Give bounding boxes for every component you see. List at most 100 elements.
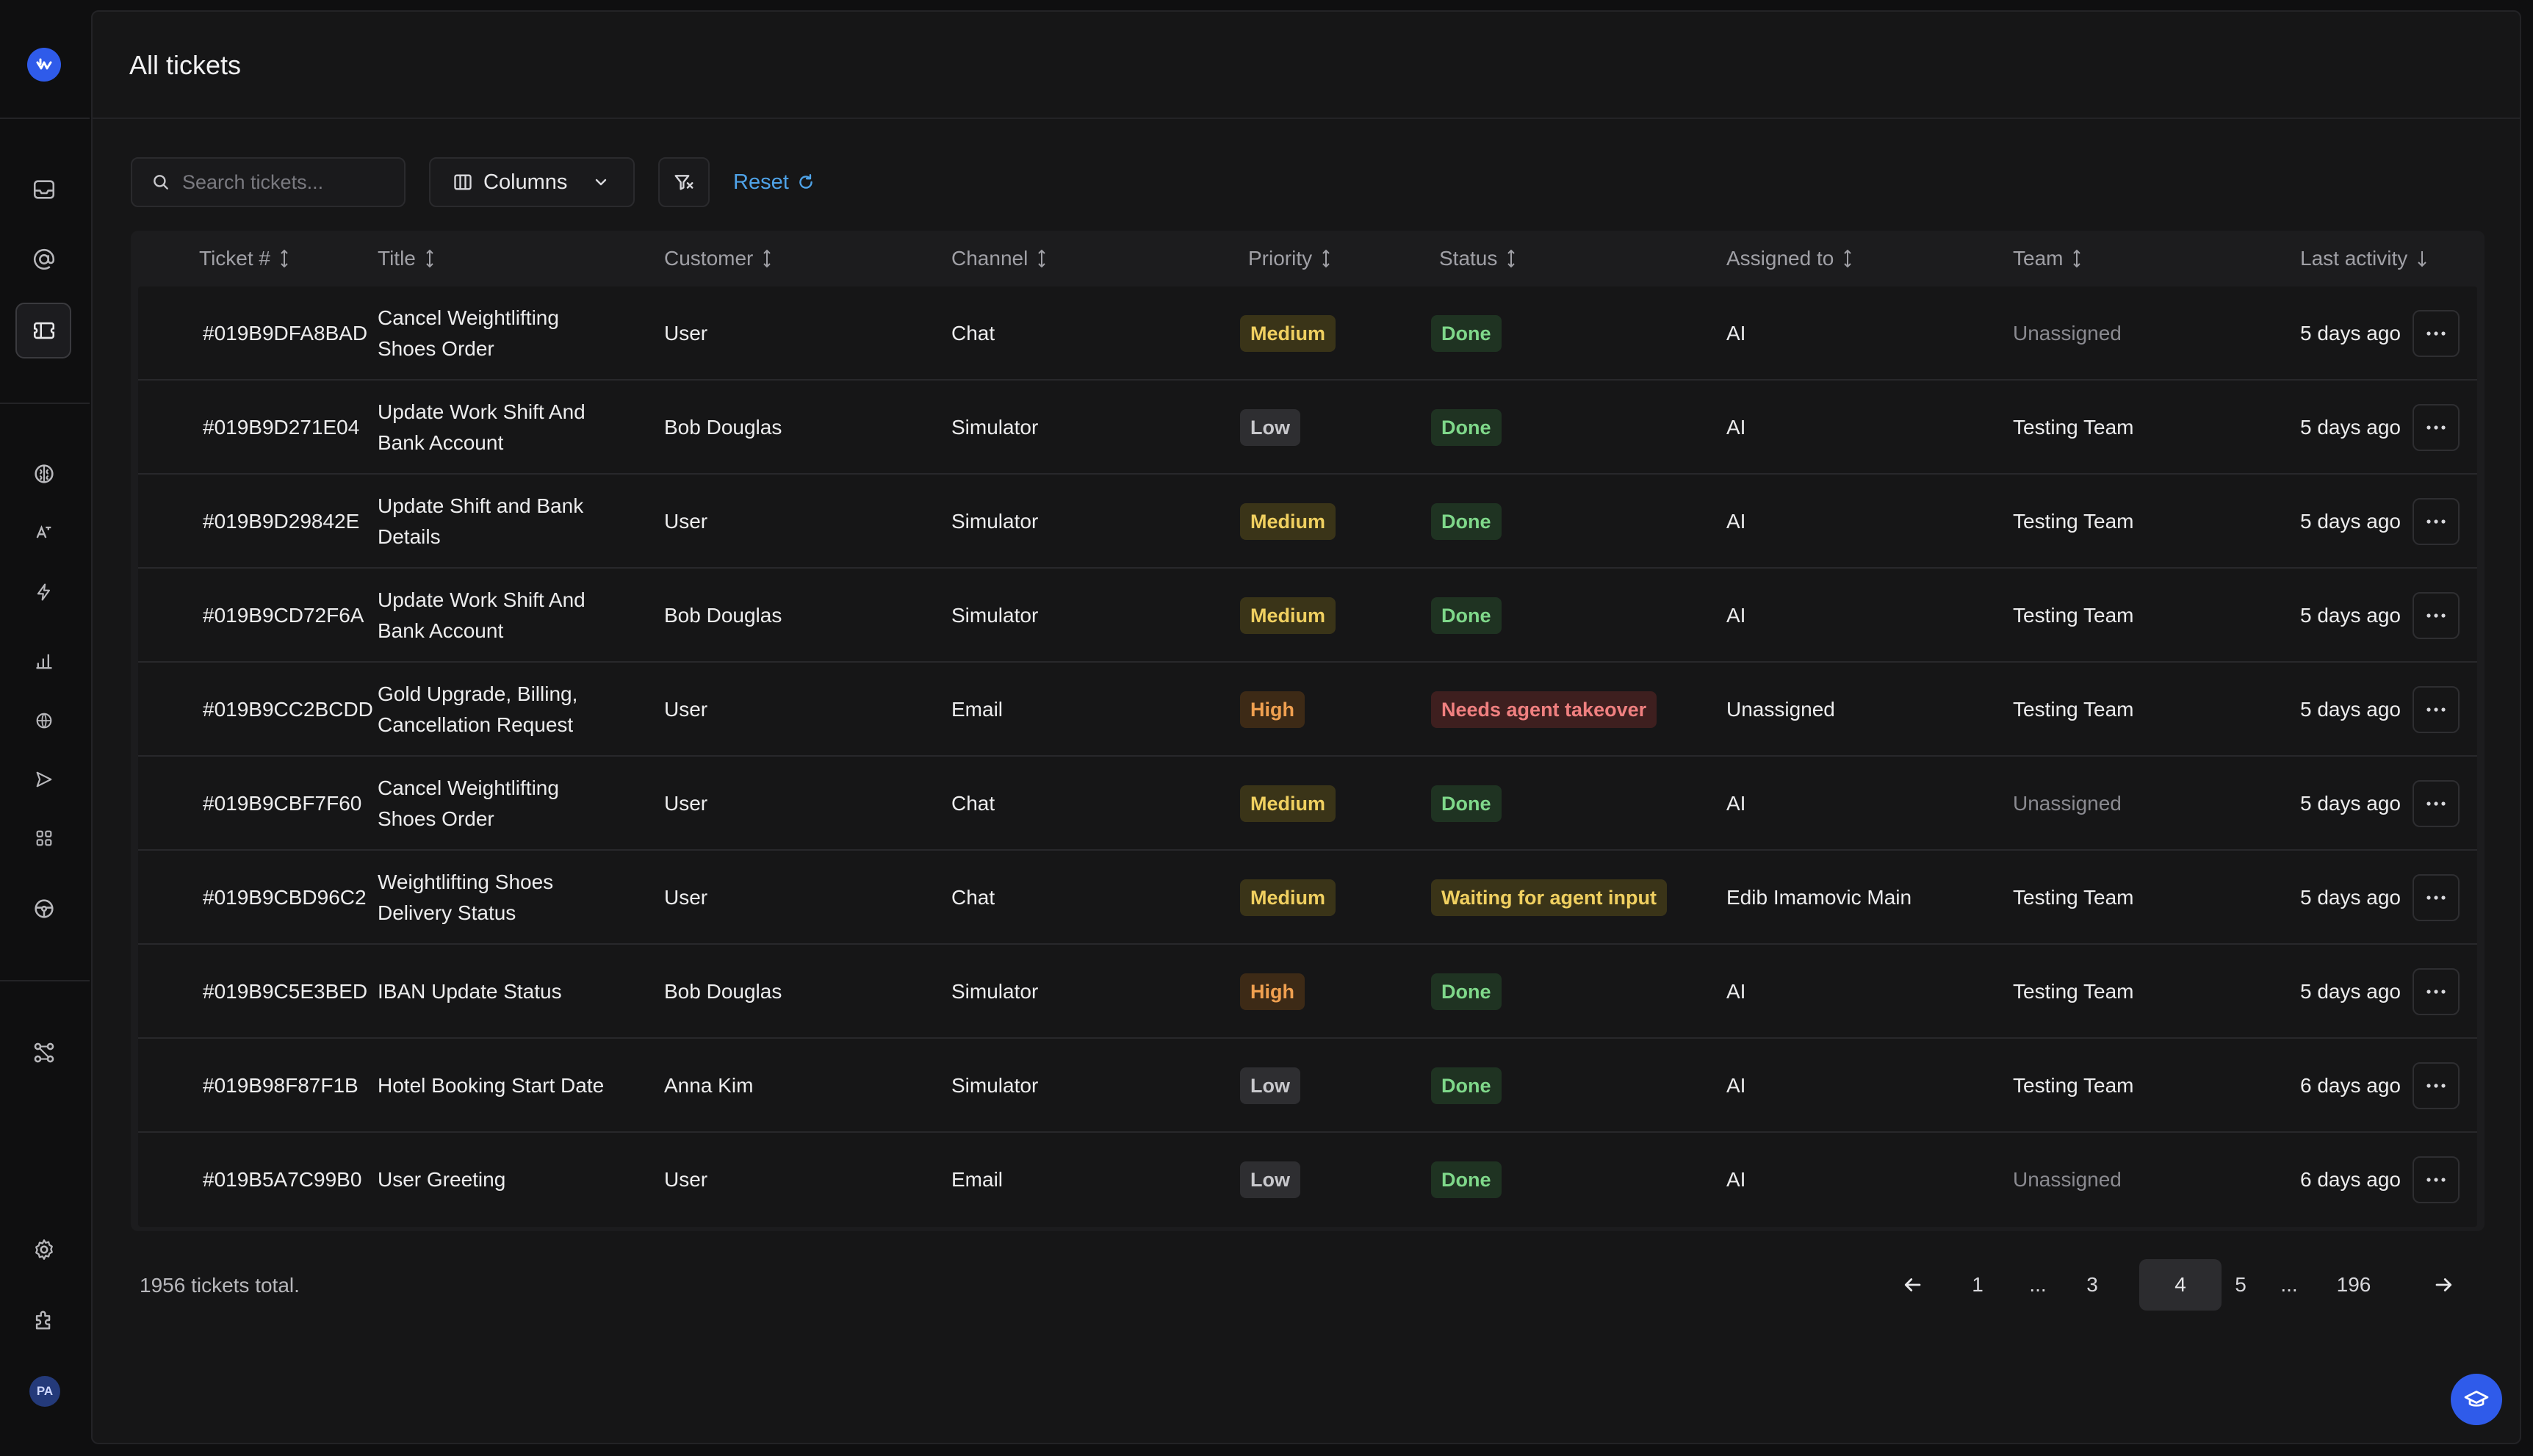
column-header-status[interactable]: Status bbox=[1439, 231, 1516, 286]
ticket-channel: Simulator bbox=[951, 510, 1039, 533]
sidebar-item-plugins[interactable] bbox=[27, 1303, 61, 1337]
row-actions-button[interactable] bbox=[2413, 874, 2460, 921]
sidebar-item-mentions[interactable] bbox=[27, 242, 61, 276]
ticket-team: Testing Team bbox=[2013, 604, 2134, 627]
sidebar-item-outbound[interactable] bbox=[27, 763, 61, 796]
ticket-id: #019B9CBD96C2 bbox=[203, 886, 367, 909]
row-actions-button[interactable] bbox=[2413, 404, 2460, 451]
sidebar-item-knowledge[interactable] bbox=[27, 457, 61, 491]
ticket-id: #019B5A7C99B0 bbox=[203, 1168, 362, 1191]
sidebar-item-integrations[interactable] bbox=[27, 1036, 61, 1070]
priority-badge: High bbox=[1240, 663, 1305, 757]
more-horizontal-icon bbox=[2426, 990, 2446, 994]
ticket-id: #019B9CC2BCDD bbox=[203, 698, 373, 721]
more-horizontal-icon bbox=[2426, 519, 2446, 524]
table-row[interactable]: #019B98F87F1B Hotel Booking Start Date Ann… bbox=[138, 1039, 2477, 1133]
bar-chart-icon bbox=[36, 654, 52, 669]
ticket-last-activity: 5 days ago bbox=[2300, 980, 2401, 1003]
app-logo[interactable] bbox=[27, 48, 61, 82]
ticket-customer: Bob Douglas bbox=[664, 980, 782, 1003]
ticket-customer: User bbox=[664, 792, 708, 815]
ticket-id: #019B98F87F1B bbox=[203, 1074, 358, 1097]
page-current[interactable]: 4 bbox=[2139, 1259, 2222, 1311]
search-box[interactable] bbox=[131, 157, 406, 207]
column-header-priority[interactable]: Priority bbox=[1248, 231, 1331, 286]
ticket-last-activity: 5 days ago bbox=[2300, 698, 2401, 721]
priority-badge: Low bbox=[1240, 1133, 1300, 1227]
gear-icon bbox=[35, 1239, 53, 1260]
ticket-last-activity: 6 days ago bbox=[2300, 1168, 2401, 1191]
columns-button[interactable]: Columns bbox=[429, 157, 635, 207]
column-header-channel[interactable]: Channel bbox=[951, 231, 1047, 286]
ticket-channel: Simulator bbox=[951, 604, 1039, 627]
refresh-icon bbox=[799, 174, 812, 189]
ticket-customer: User bbox=[664, 1168, 708, 1191]
sidebar-item-translations[interactable] bbox=[27, 516, 61, 549]
ticket-team: Testing Team bbox=[2013, 1074, 2134, 1097]
ticket-channel: Chat bbox=[951, 886, 995, 909]
sidebar-divider bbox=[0, 403, 90, 404]
row-actions-button[interactable] bbox=[2413, 686, 2460, 733]
steering-wheel-icon bbox=[35, 899, 54, 918]
ticket-channel: Simulator bbox=[951, 980, 1039, 1003]
reset-button[interactable]: Reset bbox=[733, 167, 815, 197]
column-header-customer[interactable]: Customer bbox=[664, 231, 772, 286]
column-header-team[interactable]: Team bbox=[2013, 231, 2082, 286]
help-button[interactable] bbox=[2451, 1374, 2502, 1425]
ticket-assignee: Edib Imamovic Main bbox=[1726, 886, 1912, 909]
ticket-team: Unassigned bbox=[2013, 1168, 2122, 1191]
ticket-last-activity: 5 days ago bbox=[2300, 886, 2401, 909]
row-actions-button[interactable] bbox=[2413, 310, 2460, 357]
page-button[interactable]: 3 bbox=[2086, 1273, 2098, 1296]
page-button[interactable]: 1 bbox=[1972, 1273, 1983, 1296]
ticket-channel: Simulator bbox=[951, 1074, 1039, 1097]
page-button[interactable]: 196 bbox=[2336, 1273, 2371, 1296]
ticket-last-activity: 5 days ago bbox=[2300, 322, 2401, 345]
sort-icon bbox=[281, 249, 288, 268]
table-header: Ticket # Title Customer Channel Priority… bbox=[131, 231, 2485, 286]
search-input[interactable] bbox=[182, 170, 395, 194]
table-row[interactable]: #019B9D29842E Update Shift and Bank Detai… bbox=[138, 475, 2477, 569]
column-header-ticket[interactable]: Ticket # bbox=[199, 231, 289, 286]
sidebar-item-automations[interactable] bbox=[27, 575, 61, 609]
sidebar-item-settings[interactable] bbox=[27, 1233, 61, 1266]
table-row[interactable]: #019B9CC2BCDD Gold Upgrade, Billing, Canc… bbox=[138, 663, 2477, 757]
table-row[interactable]: #019B9DFA8BAD Cancel Weightlifting Shoes … bbox=[138, 286, 2477, 381]
ticket-customer: User bbox=[664, 322, 708, 345]
ticket-last-activity: 6 days ago bbox=[2300, 1074, 2401, 1097]
sidebar: PA bbox=[0, 0, 90, 1456]
priority-badge: Medium bbox=[1240, 851, 1336, 945]
column-header-last-activity[interactable]: Last activity bbox=[2300, 231, 2428, 286]
sidebar-item-inbox[interactable] bbox=[27, 173, 61, 206]
clear-filter-button[interactable] bbox=[658, 157, 710, 207]
column-header-title[interactable]: Title bbox=[378, 231, 435, 286]
column-header-assigned[interactable]: Assigned to bbox=[1726, 231, 1853, 286]
next-page-button[interactable] bbox=[2418, 1259, 2470, 1311]
table-row[interactable]: #019B9CD72F6A Update Work Shift And Bank … bbox=[138, 569, 2477, 663]
row-actions-button[interactable] bbox=[2413, 592, 2460, 639]
table-row[interactable]: #019B9C5E3BED IBAN Update Status Bob Dougl… bbox=[138, 945, 2477, 1039]
ticket-title: Hotel Booking Start Date bbox=[378, 1074, 605, 1097]
table-row[interactable]: #019B9CBD96C2 Weightlifting Shoes Deliver… bbox=[138, 851, 2477, 945]
prev-page-button[interactable] bbox=[1887, 1259, 1938, 1311]
ticket-customer: User bbox=[664, 510, 708, 533]
sidebar-item-apps[interactable] bbox=[27, 821, 61, 855]
row-actions-button[interactable] bbox=[2413, 968, 2460, 1015]
table-row[interactable]: #019B9CBF7F60 Cancel Weightlifting Shoes … bbox=[138, 757, 2477, 851]
sidebar-item-simulator[interactable] bbox=[27, 892, 61, 926]
ticket-id: #019B9CBF7F60 bbox=[203, 792, 362, 815]
sidebar-item-tickets[interactable] bbox=[27, 314, 61, 347]
priority-badge: Medium bbox=[1240, 569, 1336, 663]
row-actions-button[interactable] bbox=[2413, 780, 2460, 827]
more-horizontal-icon bbox=[2426, 895, 2446, 900]
table-row[interactable]: #019B9D271E04 Update Work Shift And Bank … bbox=[138, 381, 2477, 475]
sidebar-item-analytics[interactable] bbox=[27, 644, 61, 678]
page-button[interactable]: 5 bbox=[2235, 1273, 2246, 1296]
row-actions-button[interactable] bbox=[2413, 1156, 2460, 1203]
ticket-id: #019B9CD72F6A bbox=[203, 604, 364, 627]
table-row[interactable]: #019B5A7C99B0 User Greeting User Email Low Do… bbox=[138, 1133, 2477, 1227]
avatar[interactable]: PA bbox=[29, 1376, 60, 1407]
sidebar-item-web[interactable] bbox=[27, 704, 61, 738]
row-actions-button[interactable] bbox=[2413, 498, 2460, 545]
row-actions-button[interactable] bbox=[2413, 1062, 2460, 1109]
